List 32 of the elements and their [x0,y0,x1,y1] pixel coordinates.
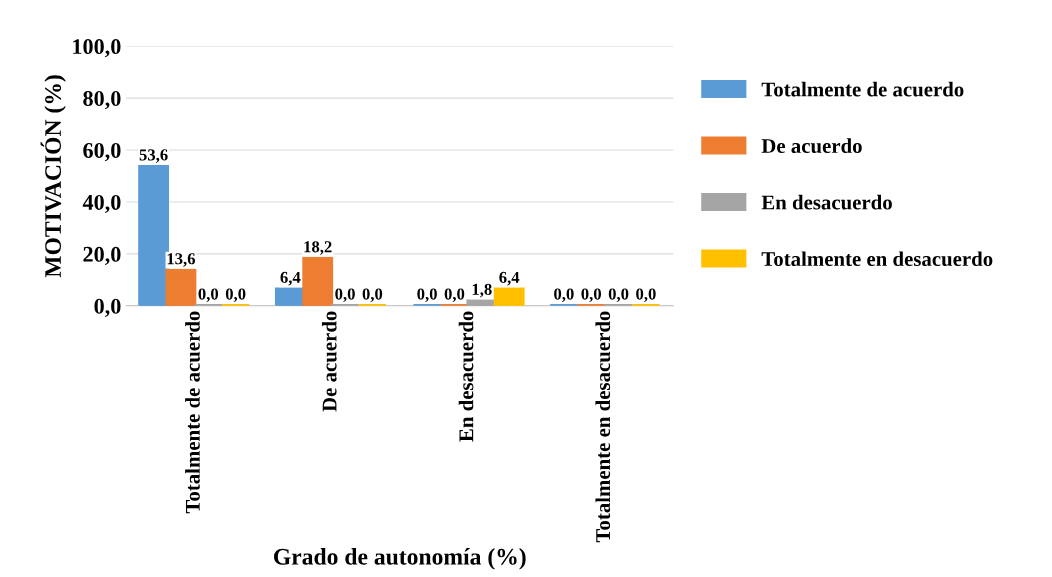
data-label: 0,0 [335,288,355,303]
data-label: 0,0 [362,288,383,303]
legend-label: En desacuerdo [761,194,892,210]
data-label: 13,6 [167,253,196,267]
y-tick-label: 40,0 [82,194,121,214]
legend-label: De acuerdo [761,138,862,154]
y-tick-label: 0,0 [94,298,121,317]
y-tick-label: 80,0 [83,91,121,110]
legend-label: Totalmente en desacuerdo [761,251,993,267]
data-label: 0,0 [581,288,602,303]
x-axis-title: Grado de autonomía (%) [274,548,526,570]
data-label: 53,6 [139,149,168,163]
data-label: 0,0 [554,288,574,303]
data-label: 0,0 [636,288,656,303]
y-tick-label: 100,0 [73,39,121,58]
data-label: 0,0 [198,288,219,303]
data-label: 6,4 [280,271,301,286]
x-tick-label: De acuerdo [321,311,337,412]
data-label: 0,0 [225,288,246,303]
y-tick-label: 60,0 [83,142,121,162]
legend-label: Totalmente de acuerdo [761,81,964,97]
y-axis-title: MOTIVACIÓN (%) [40,75,66,278]
x-tick-label: Totalmente de acuerdo [185,311,200,514]
x-tick-label: Totalmente en desacuerdo [595,311,611,543]
data-label: 6,4 [499,271,520,286]
x-tick-label: En desacuerdo [458,311,474,442]
data-label: 1,8 [472,283,492,298]
data-label: 18,2 [304,241,332,255]
data-label: 0,0 [608,288,629,303]
y-tick-label: 20,0 [83,246,121,266]
data-label: 0,0 [444,288,465,303]
data-label: 0,0 [417,288,437,303]
